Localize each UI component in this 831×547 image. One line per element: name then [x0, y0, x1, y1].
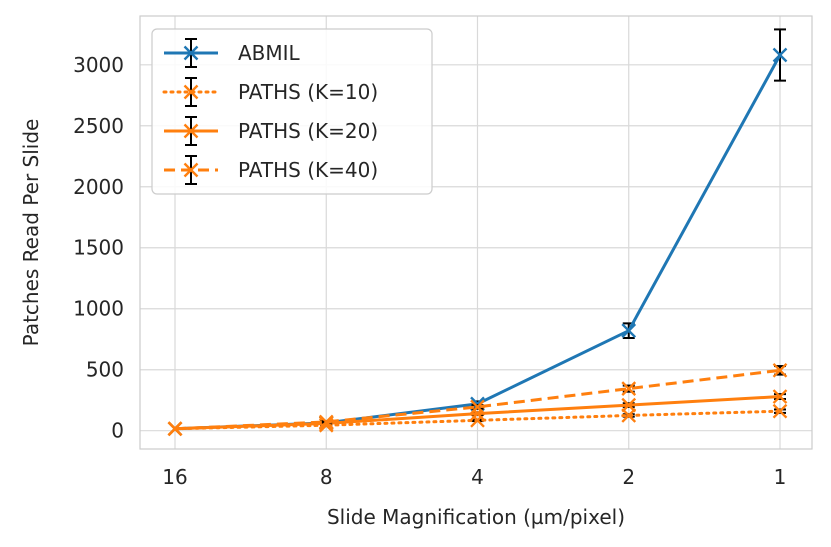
- data-point: [772, 403, 788, 419]
- data-point: [318, 414, 334, 430]
- y-tick-label: 2000: [73, 175, 124, 199]
- data-point: [621, 323, 637, 339]
- legend: ABMIL PATHS (K=10) PATHS (K=20) PATHS (K=40…: [151, 28, 433, 195]
- legend-item: ABMIL: [164, 38, 301, 68]
- data-point: [621, 397, 637, 413]
- legend-label: PATHS (K=20): [238, 119, 378, 143]
- data-point: [470, 412, 485, 428]
- y-tick-label: 3000: [73, 53, 124, 77]
- x-tick-label: 4: [471, 465, 484, 489]
- data-point: [772, 362, 788, 378]
- x-axis-label: Slide Magnification (µm/pixel): [327, 505, 625, 529]
- y-tick-label: 2500: [73, 114, 124, 138]
- x-tick-label: 16: [162, 465, 187, 489]
- data-point: [167, 421, 183, 437]
- legend-label: PATHS (K=40): [238, 158, 378, 182]
- y-tick-label: 0: [111, 419, 124, 443]
- y-tick-label: 1500: [73, 236, 124, 260]
- x-tick-label: 2: [622, 465, 635, 489]
- legend-marker: [183, 84, 199, 100]
- data-point: [772, 47, 788, 63]
- data-point: [621, 408, 637, 423]
- x-tick-label: 1: [774, 465, 787, 489]
- data-point: [470, 399, 485, 415]
- legend-item: PATHS (K=10): [162, 77, 378, 107]
- series-paths-k-40-: [167, 362, 788, 437]
- legend-marker: [183, 45, 199, 61]
- legend-label: ABMIL: [238, 41, 301, 65]
- legend-label: PATHS (K=10): [238, 80, 378, 104]
- legend-box: [151, 28, 433, 195]
- legend-marker: [183, 162, 199, 178]
- y-axis-label: Patches Read Per Slide: [19, 119, 43, 347]
- y-tick-labels: 0 500 1000 1500 2000 2500 3000: [73, 53, 124, 443]
- legend-marker: [183, 123, 199, 139]
- data-point: [621, 381, 637, 396]
- x-tick-labels: 16 8 4 2 1: [162, 465, 786, 489]
- y-tick-label: 500: [86, 358, 124, 382]
- legend-item: PATHS (K=20): [164, 116, 378, 146]
- series-layer: [167, 28, 788, 437]
- x-tick-label: 8: [320, 465, 333, 489]
- legend-item: PATHS (K=40): [164, 155, 378, 185]
- y-tick-label: 1000: [73, 297, 124, 321]
- plot-frame: [139, 15, 813, 450]
- data-point: [772, 389, 788, 404]
